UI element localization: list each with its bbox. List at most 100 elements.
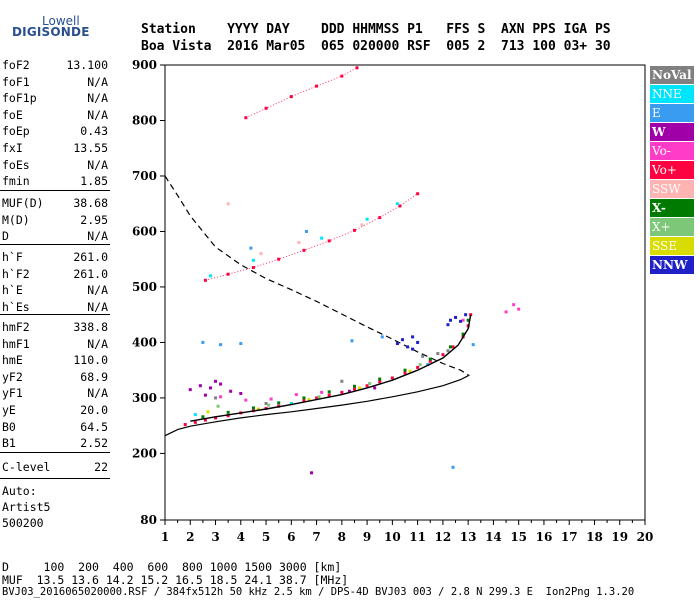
x-tick-label: 16 (536, 530, 553, 544)
y-tick-label: 80 (140, 513, 157, 527)
data-point (464, 313, 468, 317)
param-name: h`F (2, 250, 23, 264)
data-point (469, 313, 473, 317)
data-point (504, 310, 508, 314)
param-value: 1.85 (80, 174, 108, 189)
data-point (203, 418, 207, 422)
data-point (451, 345, 455, 349)
echo-point (226, 272, 230, 276)
data-point (226, 202, 230, 206)
param-value: 110.0 (73, 353, 108, 368)
x-tick-label: 8 (338, 530, 346, 544)
data-point (340, 390, 344, 394)
data-point (358, 386, 362, 390)
param-value: 338.8 (73, 320, 108, 334)
divider (0, 244, 110, 245)
param-row: hmF1 N/A (2, 337, 108, 353)
data-point (264, 401, 268, 405)
param-name: h`F2 (2, 266, 30, 281)
echo-point (289, 95, 293, 99)
param-name: C-level (2, 460, 51, 474)
data-point (390, 376, 394, 380)
param-name: foF1p (2, 91, 37, 106)
data-point (441, 353, 445, 357)
param-name: fmin (2, 174, 30, 189)
x-tick-label: 5 (262, 530, 270, 544)
param-row: M(D) 2.95 (2, 213, 108, 229)
param-value: N/A (87, 91, 108, 106)
x-tick-label: 12 (435, 530, 452, 544)
param-row: h`Es N/A (2, 300, 108, 316)
echo-point (355, 66, 359, 70)
data-point (219, 395, 223, 399)
divider (0, 314, 110, 315)
data-point (239, 391, 243, 395)
data-point (269, 397, 273, 401)
param-row: C-level 22 (2, 460, 108, 476)
data-point (315, 396, 319, 400)
data-point (466, 318, 470, 322)
data-point (448, 345, 452, 349)
param-row: h`E N/A (2, 283, 108, 299)
param-name: foF1 (2, 74, 30, 89)
data-point (310, 471, 314, 475)
x-tick-label: 9 (363, 530, 371, 544)
data-point (459, 319, 463, 323)
x-tick-label: 13 (460, 530, 477, 544)
data-point (446, 323, 450, 327)
data-point (256, 407, 260, 411)
echo-point (277, 257, 281, 261)
logo-top-text: Lowell (42, 14, 80, 28)
x-tick-label: 18 (586, 530, 603, 544)
param-row: hmE 110.0 (2, 353, 108, 369)
data-point (327, 390, 331, 394)
param-row: fxI 13.55 (2, 141, 108, 157)
divider (0, 478, 110, 479)
echo-point (315, 84, 319, 88)
data-point (517, 307, 521, 311)
data-point (259, 252, 263, 256)
true-height-profile-line (164, 375, 469, 437)
echo-point (398, 204, 402, 208)
data-point (365, 217, 369, 221)
data-point (400, 338, 404, 342)
param-name: hmF2 (2, 320, 30, 334)
param-row: h`F 261.0 (2, 250, 108, 266)
data-point (198, 384, 202, 388)
echo-point (352, 228, 356, 232)
x-tick-label: 20 (637, 530, 654, 544)
param-value: 2.95 (80, 212, 108, 227)
data-point (188, 388, 192, 392)
param-name: foE (2, 107, 23, 122)
param-row: yE 20.0 (2, 403, 108, 419)
x-tick-label: 17 (561, 530, 578, 544)
data-point (352, 384, 356, 388)
x-tick-label: 4 (237, 530, 245, 544)
param-value: 13.55 (73, 141, 108, 155)
data-point (373, 386, 377, 390)
data-point (365, 384, 369, 388)
data-point (448, 318, 452, 322)
data-point (302, 396, 306, 400)
legend-item: X- (650, 199, 694, 217)
data-point (183, 423, 187, 427)
data-point (193, 420, 197, 424)
data-point (302, 399, 306, 403)
data-point (403, 371, 407, 375)
echo-point (264, 106, 268, 110)
data-point (297, 241, 301, 245)
data-point (239, 342, 243, 346)
x-tick-label: 14 (485, 530, 502, 544)
param-row: MUF(D) 38.68 (2, 196, 108, 212)
data-point (251, 406, 255, 410)
data-point (340, 379, 344, 383)
auto-scaling-info: 500200 (2, 516, 44, 530)
param-name: yF1 (2, 386, 23, 401)
param-value: 261.0 (73, 250, 108, 264)
echo-point (251, 266, 255, 270)
y-tick-label: 600 (132, 224, 157, 238)
data-point (327, 393, 331, 397)
data-point (471, 343, 475, 347)
data-point (289, 401, 293, 405)
